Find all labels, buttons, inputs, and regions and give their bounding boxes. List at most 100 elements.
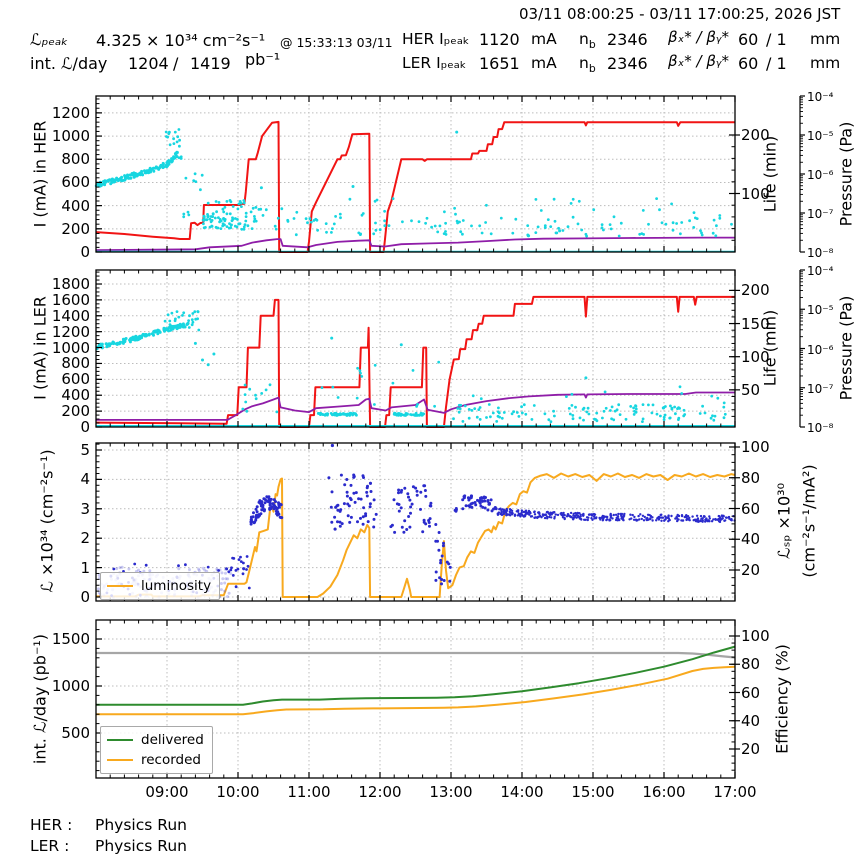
ler-inj-lifetime-1 [316,411,358,417]
y-axis-tick-label: 4 [80,470,90,489]
ler-nb-label: nb [579,54,596,75]
ler-lifetime-s3 [452,403,727,424]
recorded-legend-label: recorded [141,752,201,768]
ler-beta-unit: mm [810,54,841,72]
y-axis-tick-label: 400 [61,386,90,405]
time-axis-tick-label: 12:00 [358,783,402,801]
her-lifetime-outliers [259,130,562,233]
right-axis-tick-label: 50 [741,380,761,399]
ler-lifetime-s2 [320,360,441,408]
ler-nb-value: 2346 [607,54,648,73]
right-axis-tick-label: 150 [741,314,770,333]
ler-nb-sub: b [588,62,596,76]
ler-lifetime-outliers [330,336,588,380]
lpeak-timestamp: @ 15:33:13 03/11 [280,35,393,50]
time-axis-tick-label: 11:00 [287,783,331,801]
her-lifetime-s3 [249,206,284,231]
ler-pressure [96,391,735,421]
her-ipeak-unit: mA [531,30,557,48]
right-axis-tick-label: 80 [741,655,761,674]
her-run-label: HER : [30,816,73,834]
intl-total: 1419 [190,54,231,73]
time-axis-tick-label: 09:00 [145,783,189,801]
y-axis-tick-label: 500 [61,724,90,742]
right-axis-tick-label: 100 [741,347,770,366]
ler-beta-label: βₓ* / βᵧ* [668,52,729,70]
ler-ipeak-label: LER Iₚₑₐₖ [402,54,467,72]
right-axis-tick-label: 20 [741,561,761,579]
lpeak-unit: × 10³⁴ cm⁻²s⁻¹ [146,31,266,50]
delivered-swatch [107,739,133,741]
right-axis-tick-label: 100 [741,438,770,456]
ler-current-axis-title: I (mA) in LER [30,296,50,400]
time-axis-tick-label: 16:00 [642,783,686,801]
pressure-tick-label: 10⁻⁷ [807,207,834,221]
ler-beta-value: 60 [738,54,759,73]
right-axis-tick-label: 200 [741,126,770,144]
her-lifetime-s1 [202,199,250,231]
right-axis-tick-label: 60 [741,683,761,702]
ler-nb-n: n [579,54,589,72]
ler-lifetime-s1 [241,383,279,414]
lsp-axis-title-2: (cm⁻²s⁻¹/mA²) [799,464,819,578]
lsp-fill3 [389,484,433,534]
time-axis-tick-label: 13:00 [429,783,473,801]
lsp-spread [434,523,452,586]
her-life-axis-title: Life (min) [760,135,780,213]
her-ipeak-label: HER Iₚₑₐₖ [402,30,470,48]
luminosity-line [96,472,736,598]
lpeak-value: 4.325 [96,31,142,50]
ler-run-label: LER : [30,837,70,855]
lpeak-symbol: ℒₚₑₐₖ [30,30,69,49]
ler-beta-sep: / 1 [766,54,787,73]
plot-frame [95,619,736,779]
lsp-ramp [230,555,251,590]
lsp-steady [496,507,736,524]
y-axis-tick-label: 400 [61,196,90,215]
delivered-line [96,645,736,706]
her-lifetime-trend [94,150,179,188]
ler-lifetime-drop [193,341,216,367]
y-axis-tick-label: 5 [80,441,90,459]
right-axis-tick-label: 40 [741,530,761,549]
plot-frame [95,442,736,602]
y-axis-tick-label: 800 [61,150,90,169]
pressure-tick-label: 10⁻⁵ [807,129,834,143]
recorded-swatch [107,759,133,761]
her-ipeak-value: 1120 [479,30,520,49]
luminosity-legend-label: luminosity [141,578,212,594]
her-lifetime-s2 [201,215,248,231]
y-axis-tick-label: 1200 [51,103,90,122]
right-axis-tick-label: 100 [741,184,770,203]
legend-item-recorded: recorded [107,750,204,770]
y-axis-tick-label: 2 [80,529,90,548]
date-range: 03/11 08:00:25 - 03/11 17:00:25, 2026 JS… [519,5,841,23]
legend-item-luminosity: luminosity [107,576,211,596]
y-axis-tick-label: 600 [61,173,90,192]
y-axis-tick-label: 1400 [51,306,90,325]
pressure-tick-label: 10⁻⁴ [807,90,834,104]
delivered-legend-label: delivered [141,732,204,748]
lsp-axis-title-1: ℒₛₚ ×10³⁰ [774,482,794,560]
ler-run-state: Physics Run [95,837,187,855]
her-beam-current [95,120,735,253]
intl-value: 1204 [128,54,169,73]
her-lifetime-s5 [499,215,733,238]
ler-beam-current [95,295,735,428]
intl-sep: / [173,54,179,73]
her-lifetime-s4 [286,210,493,237]
her-beta-sep: / 1 [766,30,787,49]
her-current-axis-title: I (mA) in HER [30,120,50,228]
her-nb-sub: b [588,38,596,52]
efficiency-axis-title: Efficiency (%) [772,644,792,754]
her-nb-n: n [579,30,589,48]
right-axis-tick-label: 200 [741,281,770,300]
y-axis-tick-label: 1800 [51,275,90,293]
lsp-fill1 [249,495,284,526]
ler-lifetime-s4 [471,385,726,405]
her-lifetime-fall [182,172,204,219]
pressure-tick-label: 10⁻⁵ [807,303,834,318]
her-beta-value: 60 [738,30,759,49]
pressure-tick-label: 10⁻⁶ [807,168,834,182]
